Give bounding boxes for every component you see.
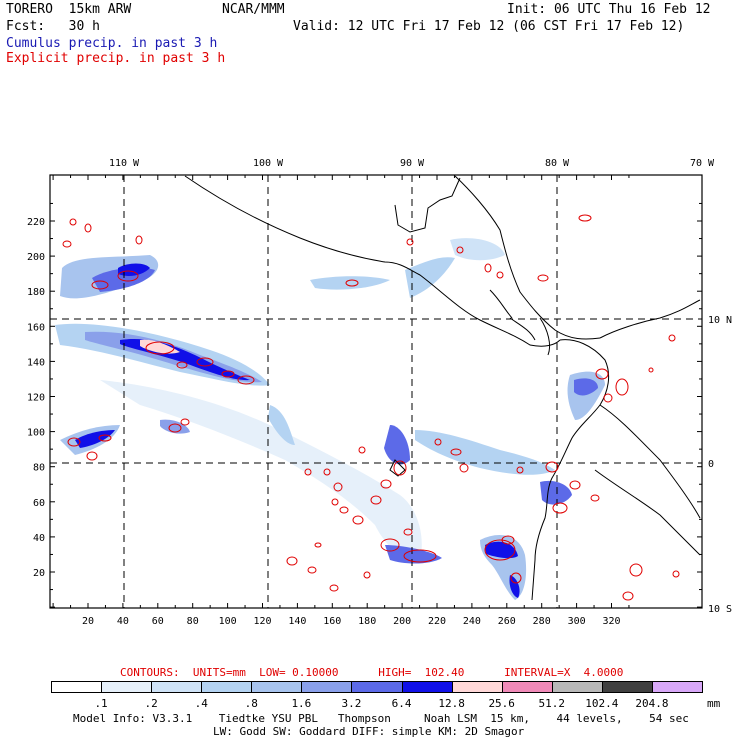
x-tick-label: 300 — [568, 616, 586, 627]
y-tick-label: 180 — [27, 287, 45, 298]
legend-swatch — [401, 681, 453, 693]
legend-label: .2 — [144, 697, 158, 710]
valid-time: Valid: 12 UTC Fri 17 Feb 12 (06 CST Fri … — [293, 19, 685, 34]
legend-label: .8 — [244, 697, 258, 710]
field-cumulus-label: Cumulus precip. in past 3 h — [6, 36, 218, 51]
x-tick-label: 160 — [323, 616, 341, 627]
legend-label: 25.6 — [488, 697, 515, 710]
legend-swatch — [501, 681, 553, 693]
explicit-precip-contours — [62, 214, 680, 601]
x-tick-label: 80 — [187, 616, 199, 627]
forecast-hour: Fcst: 30 h — [6, 19, 100, 34]
coastlines — [184, 175, 701, 601]
y-tick-labels: 20 40 60 80 100 120 140 160 180 200 220 — [27, 217, 45, 579]
axis-ticks — [50, 175, 702, 608]
y-tick-label: 120 — [27, 393, 45, 404]
x-tick-labels: 20 40 60 80 100 120 140 160 180 200 220 240 260 280 30… — [82, 616, 621, 627]
y-tick-label: 160 — [27, 322, 45, 333]
x-tick-label: 260 — [498, 616, 516, 627]
y-tick-label: 80 — [33, 463, 45, 474]
y-tick-label: 220 — [27, 217, 45, 228]
init-time: Init: 06 UTC Thu 16 Feb 12 — [507, 2, 711, 17]
legend-label: 1.6 — [291, 697, 312, 710]
model-info: Model Info: V3.3.1 Tiedtke YSU PBL Thomp… — [73, 712, 689, 725]
lon-label-80w: 80 W — [545, 158, 570, 169]
y-tick-label: 40 — [33, 533, 45, 544]
x-tick-label: 240 — [463, 616, 481, 627]
legend-label: 12.8 — [438, 697, 465, 710]
x-tick-label: 180 — [358, 616, 376, 627]
x-tick-label: 280 — [533, 616, 551, 627]
legend-label: 102.4 — [585, 697, 619, 710]
x-tick-label: 200 — [393, 616, 411, 627]
legend-label: 204.8 — [635, 697, 669, 710]
y-tick-label: 200 — [27, 252, 45, 263]
lat-label-10s: 10 S — [708, 604, 732, 615]
field-explicit-label: Explicit precip. in past 3 h — [6, 51, 226, 66]
legend-swatch — [351, 681, 403, 693]
legend-label: .4 — [194, 697, 208, 710]
legend-label: 51.2 — [538, 697, 566, 710]
x-tick-label: 20 — [82, 616, 94, 627]
graticule — [50, 175, 702, 608]
legend-label: .1 — [94, 697, 108, 710]
contours-info: CONTOURS: UNITS=mm LOW= 0.10000 HIGH= 10… — [120, 666, 624, 679]
legend-swatch — [51, 681, 103, 693]
y-tick-label: 140 — [27, 357, 45, 368]
cumulus-precip-shading — [55, 238, 605, 600]
lon-label-90w: 90 W — [400, 158, 425, 169]
y-tick-label: 20 — [33, 568, 45, 579]
x-tick-label: 100 — [219, 616, 237, 627]
legend-label: 3.2 — [341, 697, 362, 710]
x-tick-label: 220 — [428, 616, 446, 627]
x-tick-label: 140 — [288, 616, 306, 627]
legend-swatch — [551, 681, 603, 693]
org-label: NCAR/MMM — [222, 2, 285, 17]
lon-label-70w: 70 W — [690, 158, 715, 169]
y-tick-label: 60 — [33, 498, 45, 509]
legend-swatch — [651, 681, 703, 693]
physics-info: LW: Godd SW: Goddard DIFF: simple KM: 2D… — [213, 725, 525, 738]
legend-swatch — [151, 681, 203, 693]
lat-label-10n: 10 N — [708, 315, 732, 326]
legend-swatch — [451, 681, 503, 693]
model-title: TORERO 15km ARW — [6, 2, 132, 17]
lat-label-0: 0 — [708, 459, 714, 470]
legend-swatch — [251, 681, 303, 693]
legend-label: 6.4 — [391, 697, 412, 710]
x-tick-label: 320 — [602, 616, 620, 627]
x-tick-label: 40 — [117, 616, 129, 627]
legend-swatch — [601, 681, 653, 693]
legend-swatch — [101, 681, 153, 693]
x-tick-label: 60 — [152, 616, 164, 627]
legend-unit: mm — [707, 697, 721, 710]
lon-label-100w: 100 W — [253, 158, 284, 169]
x-tick-label: 120 — [253, 616, 271, 627]
legend-swatch — [301, 681, 353, 693]
lon-label-110w: 110 W — [109, 158, 140, 169]
legend-swatch — [201, 681, 253, 693]
y-tick-label: 100 — [27, 428, 45, 439]
